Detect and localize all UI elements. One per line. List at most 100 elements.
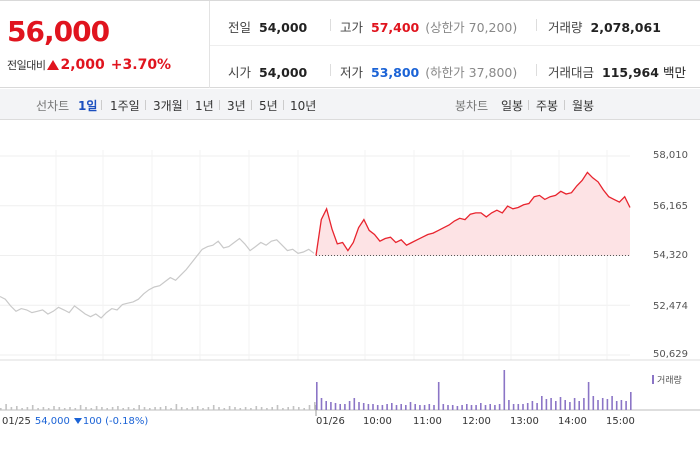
change-percent: +3.70% bbox=[110, 57, 172, 73]
volume-bar bbox=[228, 406, 231, 410]
volume-bar bbox=[601, 398, 604, 410]
stat-trade-value: 거래대금 115,964 백만 bbox=[548, 62, 686, 81]
volume-bar bbox=[625, 401, 627, 410]
volume-bar bbox=[170, 408, 172, 410]
x-tick-label: 13:00 bbox=[510, 416, 539, 427]
range-1w-tab[interactable]: 1주일 bbox=[110, 99, 140, 113]
volume-bar bbox=[260, 407, 263, 410]
volume-bar bbox=[578, 401, 580, 410]
range-10y-tab[interactable]: 10년 bbox=[290, 99, 317, 113]
stat-value: 53,800 bbox=[371, 65, 420, 80]
volume-bar bbox=[451, 405, 454, 410]
prev-day-close: 54,000 bbox=[34, 416, 70, 427]
volume-bar bbox=[292, 406, 295, 410]
down-triangle-icon bbox=[73, 418, 82, 424]
volume-bar bbox=[58, 407, 61, 410]
volume-bar bbox=[597, 400, 599, 410]
volume-bar bbox=[106, 408, 108, 410]
divider bbox=[101, 100, 102, 110]
volume-bar bbox=[74, 408, 77, 410]
divider bbox=[536, 19, 537, 31]
volume-bar bbox=[372, 404, 374, 410]
current-price-box: 56,000 전일대비 2,000 +3.70% bbox=[0, 1, 210, 88]
x-tick-label: 14:00 bbox=[558, 416, 587, 427]
volume-bar bbox=[287, 407, 289, 410]
range-5y-tab[interactable]: 5년 bbox=[259, 99, 278, 113]
volume-bar bbox=[271, 407, 273, 410]
x-tick-label: 12:00 bbox=[462, 416, 491, 427]
volume-bar bbox=[344, 404, 346, 410]
lower-limit: (하한가 37,800) bbox=[425, 65, 518, 80]
y-tick-label: 50,629 bbox=[653, 349, 688, 360]
range-1d-tab[interactable]: 1일 bbox=[78, 99, 98, 113]
stat-prev-close: 전일 54,000 bbox=[228, 17, 307, 36]
volume-bar bbox=[484, 405, 487, 410]
stat-low: 저가 53,800 (하한가 37,800) bbox=[340, 62, 517, 81]
volume-bar bbox=[69, 407, 71, 410]
stat-unit: 백만 bbox=[662, 65, 686, 80]
volume-bar bbox=[376, 405, 379, 410]
divider bbox=[330, 19, 331, 31]
quote-panel: 56,000 전일대비 2,000 +3.70% 전일 54,000 고가 57,400… bbox=[0, 0, 700, 88]
volume-bar bbox=[423, 405, 426, 410]
candle-weekly-tab[interactable]: 주봉 bbox=[536, 99, 559, 113]
divider bbox=[145, 100, 146, 110]
volume-bar bbox=[196, 406, 199, 410]
volume-bar bbox=[95, 406, 98, 410]
volume-bar bbox=[26, 407, 29, 410]
row-divider bbox=[210, 45, 700, 46]
volume-bar bbox=[320, 398, 323, 410]
volume-bar bbox=[447, 405, 449, 410]
change-amount: 2,000 bbox=[60, 57, 105, 73]
change-label: 전일대비 bbox=[7, 59, 46, 72]
prev-day-date: 01/25 bbox=[2, 416, 31, 427]
volume-bar bbox=[314, 402, 316, 410]
prev-day-line bbox=[0, 237, 315, 319]
volume-bar bbox=[559, 397, 562, 410]
volume-bar bbox=[53, 406, 55, 410]
volume-bar bbox=[37, 408, 39, 410]
volume-bar bbox=[512, 404, 515, 410]
volume-bar bbox=[531, 401, 534, 410]
range-3y-tab[interactable]: 3년 bbox=[227, 99, 246, 113]
volume-bar bbox=[122, 408, 124, 410]
volume-bar bbox=[202, 408, 204, 410]
volume-bar bbox=[21, 408, 23, 410]
divider bbox=[564, 100, 565, 110]
volume-bar bbox=[303, 408, 305, 410]
prev-day-info: 01/25 54,000 100 (-0.18%) bbox=[2, 416, 148, 427]
volume-bar bbox=[489, 404, 491, 410]
x-tick-label: 01/26 bbox=[316, 416, 345, 427]
volume-bar bbox=[503, 370, 506, 410]
volume-bar bbox=[308, 405, 311, 410]
volume-bar bbox=[234, 407, 236, 410]
candle-daily-tab[interactable]: 일봉 bbox=[501, 99, 524, 113]
volume-bar bbox=[212, 405, 215, 410]
volume-bar bbox=[508, 400, 510, 410]
volume-bar bbox=[325, 401, 327, 410]
candle-chart-label: 봉차트 bbox=[455, 99, 489, 113]
volume-bar bbox=[606, 399, 609, 410]
volume-bar bbox=[475, 405, 477, 410]
stat-value: 54,000 bbox=[259, 20, 308, 35]
volume-legend-swatch bbox=[652, 375, 654, 384]
volume-bar bbox=[353, 398, 356, 410]
stat-high: 고가 57,400 (상한가 70,200) bbox=[340, 17, 517, 36]
range-3m-tab[interactable]: 3개월 bbox=[153, 99, 183, 113]
volume-bar bbox=[400, 404, 402, 410]
volume-bar bbox=[409, 402, 412, 410]
candle-monthly-tab[interactable]: 월봉 bbox=[572, 99, 595, 113]
y-tick-label: 52,474 bbox=[653, 301, 688, 312]
stat-label: 고가 bbox=[340, 20, 364, 35]
volume-bar bbox=[5, 404, 7, 410]
volume-bar bbox=[550, 398, 552, 410]
volume-bar bbox=[117, 406, 119, 410]
volume-bar bbox=[127, 407, 130, 410]
volume-bar bbox=[583, 398, 585, 410]
volume-bar bbox=[334, 403, 337, 410]
volume-bar bbox=[536, 403, 538, 410]
volume-bar bbox=[461, 405, 463, 410]
divider bbox=[528, 100, 529, 110]
range-1y-tab[interactable]: 1년 bbox=[195, 99, 214, 113]
stat-value: 57,400 bbox=[371, 20, 420, 35]
